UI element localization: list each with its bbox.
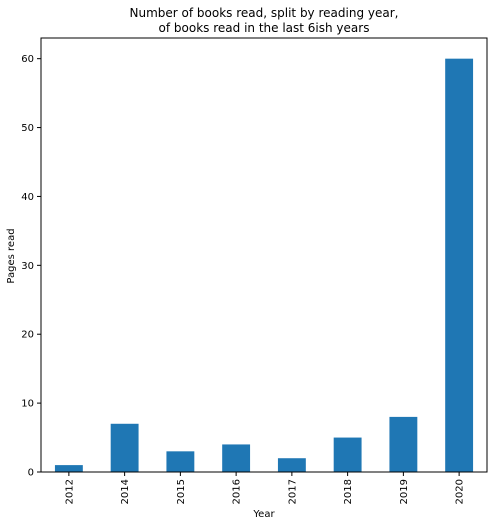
x-tick-label-2019: 2019 xyxy=(399,479,410,504)
x-tick-label-2018: 2018 xyxy=(343,479,354,504)
y-axis-label: Pages read xyxy=(6,228,17,283)
bar-2015 xyxy=(166,451,195,472)
x-tick-label-2020: 2020 xyxy=(455,479,466,504)
chart-title-line-1: Number of books read, split by reading y… xyxy=(130,6,399,20)
x-axis: 2012 2014 2015 2016 2017 2018 2019 2020 xyxy=(64,472,466,504)
y-tick-label-50: 50 xyxy=(21,123,34,134)
chart-title-line-2: of books read in the last 6ish years xyxy=(159,21,370,35)
bar-2018 xyxy=(333,437,362,472)
x-tick-label-2014: 2014 xyxy=(120,479,131,504)
chart-title: Number of books read, split by reading y… xyxy=(130,6,399,35)
bar-2017 xyxy=(277,458,306,472)
y-axis: 0 10 20 30 40 50 60 xyxy=(21,54,41,479)
y-tick-label-40: 40 xyxy=(21,192,34,203)
y-tick-label-30: 30 xyxy=(21,261,34,272)
x-tick-label-2016: 2016 xyxy=(232,479,243,504)
y-tick-label-0: 0 xyxy=(28,468,34,479)
x-tick-label-2015: 2015 xyxy=(176,479,187,504)
plot-frame xyxy=(40,37,488,473)
y-tick-label-10: 10 xyxy=(21,399,34,410)
y-tick-label-60: 60 xyxy=(21,54,34,65)
bars-group xyxy=(54,58,474,473)
x-tick-label-2017: 2017 xyxy=(287,479,298,504)
bar-2020 xyxy=(445,58,474,473)
bar-2012 xyxy=(54,465,83,472)
x-axis-label: Year xyxy=(252,509,275,520)
x-tick-label-2012: 2012 xyxy=(64,479,75,504)
bar-2016 xyxy=(222,444,251,472)
bar-2019 xyxy=(389,416,418,472)
bar-2014 xyxy=(110,423,139,472)
y-tick-label-20: 20 xyxy=(21,330,34,341)
